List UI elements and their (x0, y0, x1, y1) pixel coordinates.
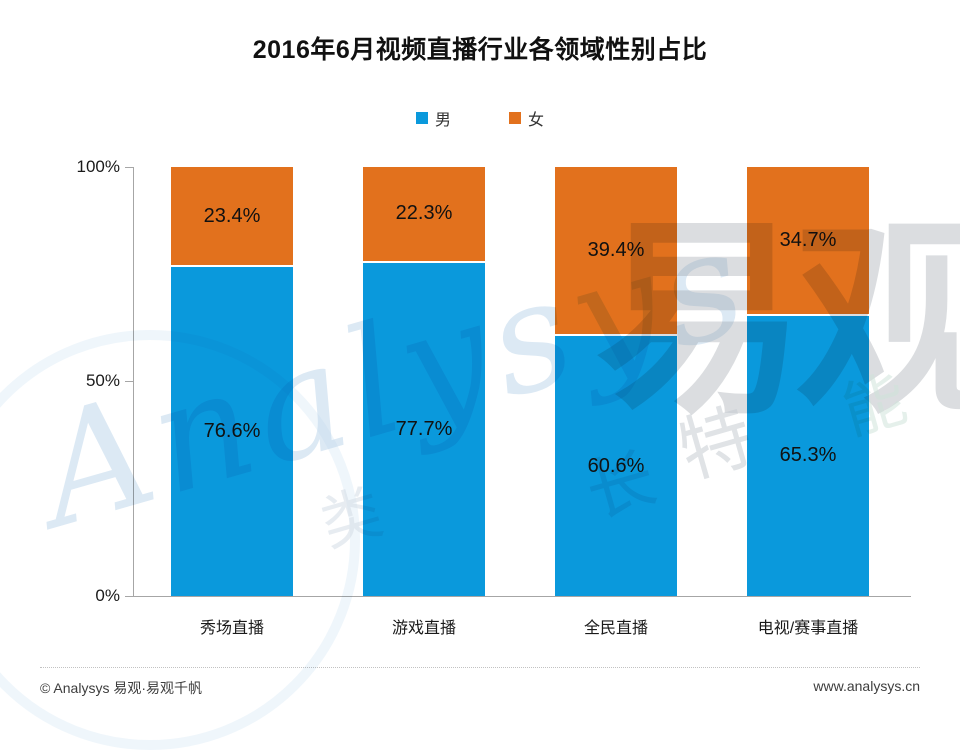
y-tick-mark (125, 596, 133, 597)
footer-divider (40, 667, 920, 668)
x-axis-label: 游戏直播 (391, 620, 457, 637)
data-label-female: 23.4% (203, 204, 261, 227)
bar-segment-male: 77.7% (363, 262, 485, 596)
y-tick-label-100: 100% (76, 157, 120, 176)
legend: 男 女 (0, 106, 960, 130)
legend-label-female: 女 (528, 112, 545, 129)
data-label-male: 60.6% (587, 454, 645, 477)
x-axis-line (133, 596, 911, 597)
y-tick-mark (125, 381, 133, 382)
y-tick-label-50: 50% (85, 371, 120, 390)
bar-segment-female: 39.4% (555, 167, 677, 337)
male-swatch-icon (415, 112, 428, 124)
data-label-male: 76.6% (203, 420, 261, 443)
bar-秀场直播: 23.4% 76.6% (171, 167, 293, 596)
legend-item-male: 男 (415, 106, 451, 130)
bar-segment-male: 76.6% (171, 267, 293, 596)
bar-segment-male: 60.6% (555, 336, 677, 596)
x-axis-label: 电视/赛事直播 (757, 620, 859, 637)
y-axis-line (133, 167, 134, 597)
plot-area: 23.4% 76.6% 22.3% 77.7% 39.4% 60.6% 34.7% 65.3% (133, 167, 910, 596)
x-axis-label: 全民直播 (583, 620, 649, 637)
data-label-female: 22.3% (395, 202, 453, 225)
x-axis-labels: 秀场直播 游戏直播 全民直播 电视/赛事直播 (133, 614, 910, 638)
bar-全民直播: 39.4% 60.6% (555, 167, 677, 596)
bar-segment-male: 65.3% (747, 315, 869, 596)
y-tick-mark (125, 167, 133, 168)
x-axis-label: 秀场直播 (199, 620, 265, 637)
female-swatch-icon (509, 112, 521, 124)
data-label-female: 34.7% (779, 228, 837, 251)
bar-游戏直播: 22.3% 77.7% (363, 167, 485, 596)
copyright-text: © Analysys 易观·易观千帆 (40, 680, 203, 696)
data-label-male: 77.7% (395, 417, 453, 440)
bar-segment-female: 22.3% (363, 167, 485, 263)
chart-title: 2016年6月视频直播行业各领域性别占比 (252, 36, 708, 64)
data-label-female: 39.4% (587, 239, 645, 261)
y-tick-label-0: 0% (95, 586, 120, 605)
website-url: www.analysys.cn (813, 678, 920, 694)
data-label-male: 65.3% (779, 444, 837, 467)
bar-segment-female: 23.4% (171, 167, 293, 268)
chart-canvas: 2016年6月视频直播行业各领域性别占比 男 女 100% 50% 0% 23.… (0, 36, 960, 750)
bar-segment-female: 34.7% (747, 167, 869, 316)
legend-label-male: 男 (434, 112, 451, 129)
bar-电视/赛事直播: 34.7% 65.3% (747, 167, 869, 596)
legend-item-female: 女 (509, 106, 544, 130)
